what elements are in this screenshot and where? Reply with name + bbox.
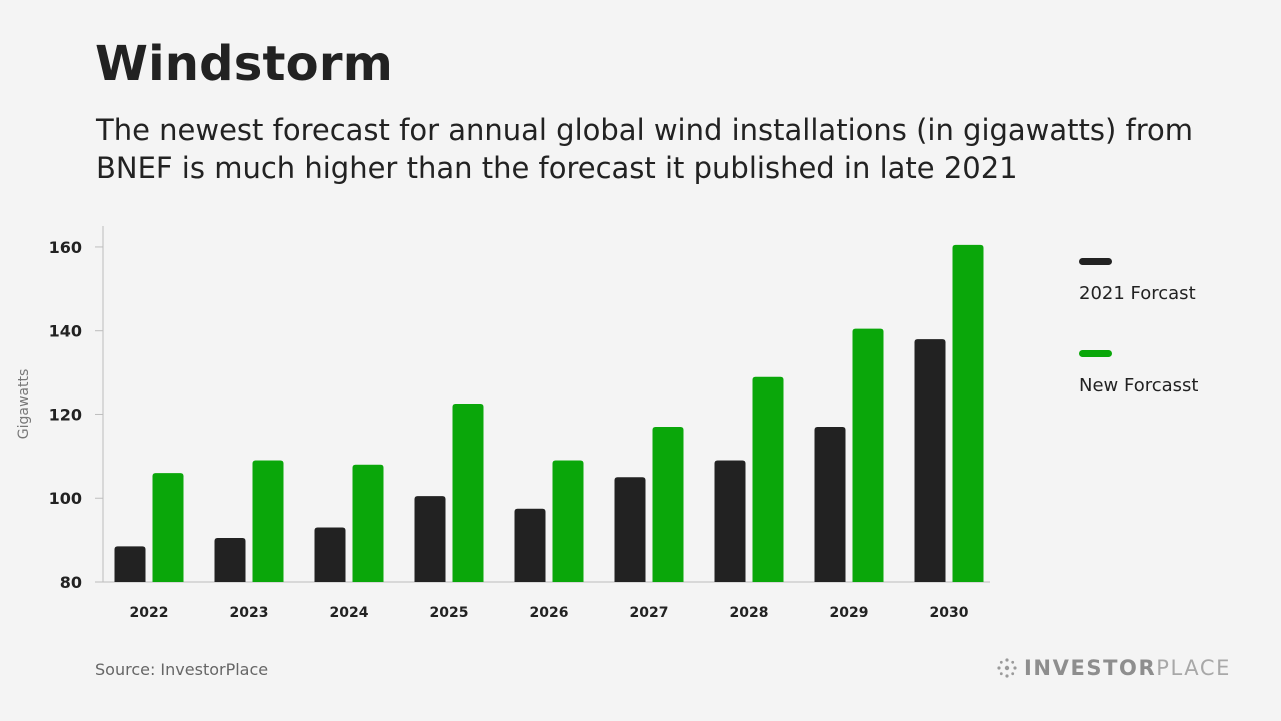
y-axis-label: Gigawatts <box>16 369 32 440</box>
legend-swatch-2021-forecast <box>1079 258 1112 265</box>
brand-investor: INVESTOR <box>1024 656 1157 680</box>
y-tick-label: 100 <box>49 489 82 508</box>
investorplace-wordmark: INVESTORPLACE <box>1024 656 1231 680</box>
legend-item-new-forecast: New Forcasst <box>1079 342 1269 434</box>
x-tick-label: 2022 <box>130 605 169 621</box>
bar-new-forecast <box>852 328 884 582</box>
legend-label-new-forecast: New Forcasst <box>1079 375 1199 396</box>
x-tick-label: 2024 <box>330 605 369 621</box>
x-tick-label: 2026 <box>530 605 569 621</box>
bar-2021-forecast <box>614 477 646 582</box>
source-note: Source: InvestorPlace <box>95 660 269 679</box>
bar-new-forecast <box>252 460 284 582</box>
legend-label-2021-forecast: 2021 Forcast <box>1079 283 1196 304</box>
bar-new-forecast <box>152 473 184 582</box>
bar-new-forecast <box>952 244 984 583</box>
bar-new-forecast <box>652 427 684 582</box>
y-tick-label: 80 <box>60 573 82 592</box>
legend: 2021 Forcast New Forcasst <box>1079 250 1269 434</box>
y-tick-label: 120 <box>49 405 82 424</box>
x-tick-label: 2029 <box>830 605 869 621</box>
legend-item-2021-forecast: 2021 Forcast <box>1079 250 1269 342</box>
chart-subtitle: The newest forecast for annual global wi… <box>96 113 1194 185</box>
bar-new-forecast <box>352 464 384 582</box>
bar-2021-forecast <box>414 496 446 582</box>
bar-2021-forecast <box>314 527 346 582</box>
x-tick-label: 2023 <box>230 605 269 621</box>
y-tick-label: 140 <box>49 322 82 341</box>
legend-swatch-new-forecast <box>1079 350 1112 357</box>
investorplace-logo: INVESTORPLACE <box>996 656 1231 680</box>
x-tick-label: 2025 <box>430 605 469 621</box>
bar-2021-forecast <box>714 460 746 582</box>
x-tick-label: 2027 <box>630 605 669 621</box>
bar-2021-forecast <box>514 508 546 582</box>
x-tick-label: 2030 <box>930 605 969 621</box>
bar-2021-forecast <box>814 427 846 582</box>
chart-title: Windstorm <box>95 36 393 92</box>
bar-new-forecast <box>452 404 484 582</box>
y-tick-label: 160 <box>49 238 82 257</box>
bar-2021-forecast <box>214 538 246 582</box>
investorplace-logo-icon <box>997 658 1017 678</box>
x-tick-label: 2028 <box>730 605 769 621</box>
brand-place: PLACE <box>1156 656 1232 680</box>
bar-new-forecast <box>552 460 584 582</box>
bar-2021-forecast <box>114 546 146 582</box>
bar-2021-forecast <box>914 339 946 582</box>
bar-new-forecast <box>752 376 784 582</box>
